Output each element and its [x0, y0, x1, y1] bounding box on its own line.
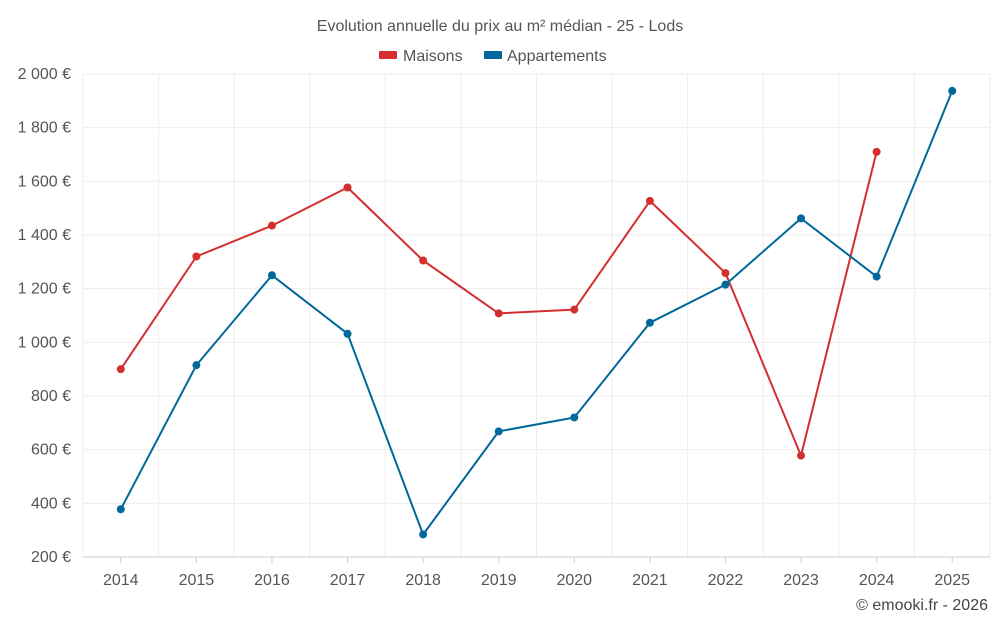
data-point-maisons — [570, 305, 579, 314]
x-tick-label: 2014 — [103, 572, 139, 589]
legend-swatch-maisons — [379, 51, 397, 59]
legend: Maisons Appartements — [379, 48, 607, 65]
data-point-maisons — [419, 256, 428, 265]
x-tick-label: 2021 — [632, 572, 668, 589]
y-tick-label: 1 800 € — [18, 120, 71, 137]
data-point-maisons — [872, 147, 881, 156]
data-point-appartements — [645, 318, 654, 327]
data-point-maisons — [494, 309, 503, 318]
x-tick-label: 2022 — [708, 572, 744, 589]
y-tick-label: 1 400 € — [18, 227, 71, 244]
x-tick-label: 2017 — [330, 572, 366, 589]
data-point-appartements — [419, 530, 428, 539]
y-tick-label: 200 € — [31, 549, 71, 566]
series-layer — [116, 86, 957, 539]
data-point-appartements — [267, 271, 276, 280]
data-point-maisons — [797, 451, 806, 460]
y-tick-label: 1 200 € — [18, 281, 71, 298]
data-point-appartements — [721, 280, 730, 289]
y-tick-label: 1 000 € — [18, 334, 71, 351]
x-tick-label: 2020 — [556, 572, 592, 589]
x-tick-label: 2023 — [783, 572, 819, 589]
y-tick-label: 800 € — [31, 388, 71, 405]
data-point-appartements — [343, 329, 352, 338]
data-point-appartements — [192, 361, 201, 370]
data-point-appartements — [116, 505, 125, 514]
data-point-maisons — [116, 365, 125, 374]
data-point-maisons — [267, 221, 276, 230]
data-point-appartements — [797, 214, 806, 223]
grid — [82, 73, 991, 558]
y-tick-label: 400 € — [31, 495, 71, 512]
y-tick-label: 2 000 € — [18, 66, 71, 83]
series-line-appartements — [119, 90, 954, 536]
data-point-appartements — [872, 272, 881, 281]
y-tick-label: 1 600 € — [18, 173, 71, 190]
x-tick-label: 2019 — [481, 572, 517, 589]
data-point-appartements — [570, 413, 579, 422]
y-tick-label: 600 € — [31, 442, 71, 459]
legend-label-maisons: Maisons — [403, 48, 463, 65]
legend-swatch-appartements — [484, 51, 502, 59]
data-point-maisons — [192, 252, 201, 261]
x-tick-label: 2025 — [934, 572, 970, 589]
x-tick-label: 2024 — [859, 572, 895, 589]
data-point-maisons — [343, 183, 352, 192]
data-point-maisons — [645, 196, 654, 205]
x-tick-label: 2016 — [254, 572, 290, 589]
chart-title: Evolution annuelle du prix au m² médian … — [317, 18, 683, 35]
axes: 200 € 400 € 600 € 800 € 1 000 € 1 200 € 1 400 … — [18, 66, 990, 589]
data-point-appartements — [494, 427, 503, 436]
x-tick-label: 2018 — [405, 572, 441, 589]
x-tick-label: 2015 — [179, 572, 215, 589]
data-point-maisons — [721, 269, 730, 278]
credit-text: © emooki.fr - 2026 — [856, 597, 988, 614]
data-point-appartements — [948, 86, 957, 95]
legend-label-appartements: Appartements — [507, 48, 607, 65]
